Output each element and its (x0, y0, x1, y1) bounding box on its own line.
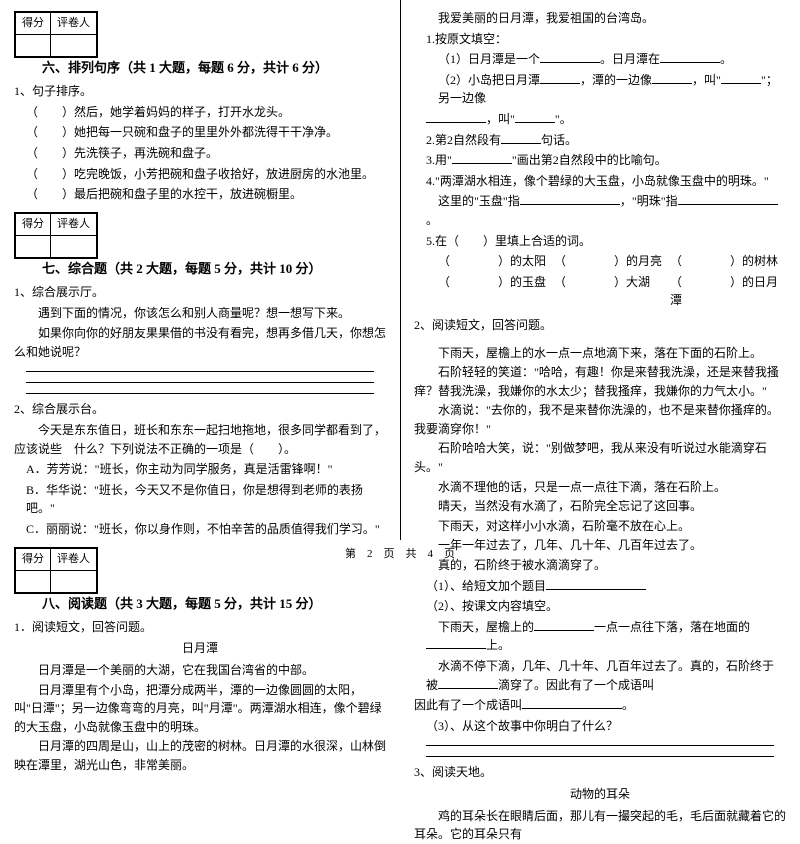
score-box-7: 得分评卷人 (14, 212, 98, 259)
rq2: 2.第2自然段有句话。 (426, 131, 786, 150)
rq4b: 这里的"玉盘"指，"明珠"指。 (426, 192, 786, 229)
q8-1: 1．阅读短文，回答问题。 (14, 618, 386, 637)
q7-2-sub: 今天是东东值日，班长和东东一起扫地拖地，很多同学都看到了，应该说些 什么？下列说… (14, 421, 386, 458)
rq1b: （2）小岛把日月潭，潭的一边像，叫""；另一边像 (438, 71, 786, 108)
right-column: 我爱美丽的日月潭，我爱祖国的台湾岛。 1.按原文填空： （1）日月潭是一个。日月… (400, 0, 800, 540)
page-footer: 第 2 页 共 4 页 (0, 545, 800, 561)
answer-line (26, 371, 374, 372)
q6-1-item: （ ）吃完晚饭，小芳把碗和盘子收拾好，放进厨房的水池里。 (26, 165, 386, 184)
column-divider (400, 0, 401, 540)
rain-p: 水滴说："去你的，我不是来替你洗澡的，也不是来替你搔痒的。我要滴穿你！" (414, 401, 786, 438)
passage-p1: 日月潭是一个美丽的大湖，它在我国台湾省的中部。 (14, 661, 386, 680)
q6-1-item: （ ）然后，她学着妈妈的样子，打开水龙头。 (26, 103, 386, 122)
rq3: 3.用""画出第2自然段中的比喻句。 (426, 151, 786, 170)
q7-1-sub2: 如果你向你的好朋友果果借的书没有看完，想再多借几天，你想怎么和她说呢？ (14, 324, 386, 361)
q6-1-item: （ ）最后把碗和盘子里的水控干，放进碗橱里。 (26, 185, 386, 204)
rq5-row: （ ）的玉盘（ ）大湖（ ）的日月潭 (438, 273, 786, 310)
rain-p: 晴天，当然没有水滴了，石阶完全忘记了这回事。 (414, 497, 786, 516)
section-6-header: 得分评卷人 六、排列句序（共 1 大题，每题 6 分，共计 6 分） (14, 11, 386, 78)
sub1: （1）、给短文加个题目 (426, 577, 786, 596)
passage3-title: 动物的耳朵 (414, 785, 786, 804)
rain-p: 下雨天，屋檐上的水一点一点地滴下来，落在下面的石阶上。 (414, 344, 786, 363)
rain-p: 下雨天，对这样小小水滴，石阶毫不放在心上。 (414, 517, 786, 536)
q7-2-opt: C．丽丽说："班长，你以身作则，不怕辛苦的品质值得我们学习。" (26, 520, 386, 539)
passage-p3: 日月潭的四周是山，山上的茂密的树林。日月潭的水很深，山林倒映在潭里，湖光山色，非… (14, 737, 386, 774)
q7-1: 1、综合展示厅。 (14, 283, 386, 302)
passage-p2: 日月潭里有个小岛，把潭分成两半，潭的一边像圆圆的太阳，叫"日潭"；另一边像弯弯的… (14, 681, 386, 737)
sub2: （2）、按课文内容填空。 (426, 597, 786, 616)
rq5: 5.在（ ）里填上合适的词。 (426, 232, 786, 251)
passage-title: 日月潭 (14, 639, 386, 658)
section-7-header: 得分评卷人 七、综合题（共 2 大题，每题 5 分，共计 10 分） (14, 212, 386, 279)
answer-line (426, 756, 774, 757)
read2: 2、阅读短文，回答问题。 (414, 316, 786, 335)
rain-p: 石阶轻轻的笑道："哈哈，有趣！你是来替我洗澡，还是来替我搔痒？替我洗澡，我嫌你的… (414, 363, 786, 400)
read3: 3、阅读天地。 (414, 763, 786, 782)
sub3: （3）、从这个故事中你明白了什么？ (426, 717, 786, 736)
q6-1-item: （ ）她把每一只碗和盘子的里里外外都洗得干干净净。 (26, 123, 386, 142)
q6-1-item: （ ）先洗筷子，再洗碗和盘子。 (26, 144, 386, 163)
section-6-title: 六、排列句序（共 1 大题，每题 6 分，共计 6 分） (42, 58, 328, 78)
sub2-fill1: 下雨天，屋檐上的一点一点往下落，落在地面的上。 (426, 618, 786, 655)
sub2-fill3: 因此有了一个成语叫。 (414, 696, 786, 715)
rain-p: 水滴不理他的话，只是一点一点往下滴，落在石阶上。 (414, 478, 786, 497)
rq1: 1.按原文填空： (426, 30, 786, 49)
q7-1-sub: 遇到下面的情况，你该怎么和别人商量呢？想一想写下来。 (14, 304, 386, 323)
section-7-title: 七、综合题（共 2 大题，每题 5 分，共计 10 分） (42, 259, 322, 279)
sub2-fill2: 水滴不停下滴，几年、几十年、几百年过去了。真的，石阶终于被滴穿了。因此有了一个成… (426, 657, 786, 694)
rain-p: 石阶哈哈大笑，说："别做梦吧，我从来没有听说过水能滴穿石头。" (414, 439, 786, 476)
rq1b-cont: ，叫""。 (426, 110, 786, 129)
q7-2-opt: B．华华说："班长，今天又不是你值日，你是想得到老师的表扬吧。" (26, 481, 386, 518)
q6-1: 1、句子排序。 (14, 82, 386, 101)
score-box-6: 得分评卷人 (14, 11, 98, 58)
rq4: 4."两潭湖水相连，像个碧绿的大玉盘，小岛就像玉盘中的明珠。" (426, 172, 786, 191)
q7-2-opt: A．芳芳说："班长，你主动为同学服务，真是活雷锋啊！" (26, 460, 386, 479)
q7-2: 2、综合展示台。 (14, 400, 386, 419)
passage-love: 我爱美丽的日月潭，我爱祖国的台湾岛。 (414, 9, 786, 28)
passage3-p: 鸡的耳朵长在眼睛后面，那儿有一撮突起的毛，毛后面就藏着它的耳朵。它的耳朵只有 (414, 807, 786, 844)
section-8-title: 八、阅读题（共 3 大题，每题 5 分，共计 15 分） (42, 594, 322, 614)
left-column: 得分评卷人 六、排列句序（共 1 大题，每题 6 分，共计 6 分） 1、句子排… (0, 0, 400, 540)
rq1a: （1）日月潭是一个。日月潭在。 (438, 50, 786, 69)
answer-line (26, 382, 374, 383)
answer-line (426, 745, 774, 746)
answer-line (26, 393, 374, 394)
rq5-row: （ ）的太阳（ ）的月亮（ ）的树林 (438, 252, 786, 271)
